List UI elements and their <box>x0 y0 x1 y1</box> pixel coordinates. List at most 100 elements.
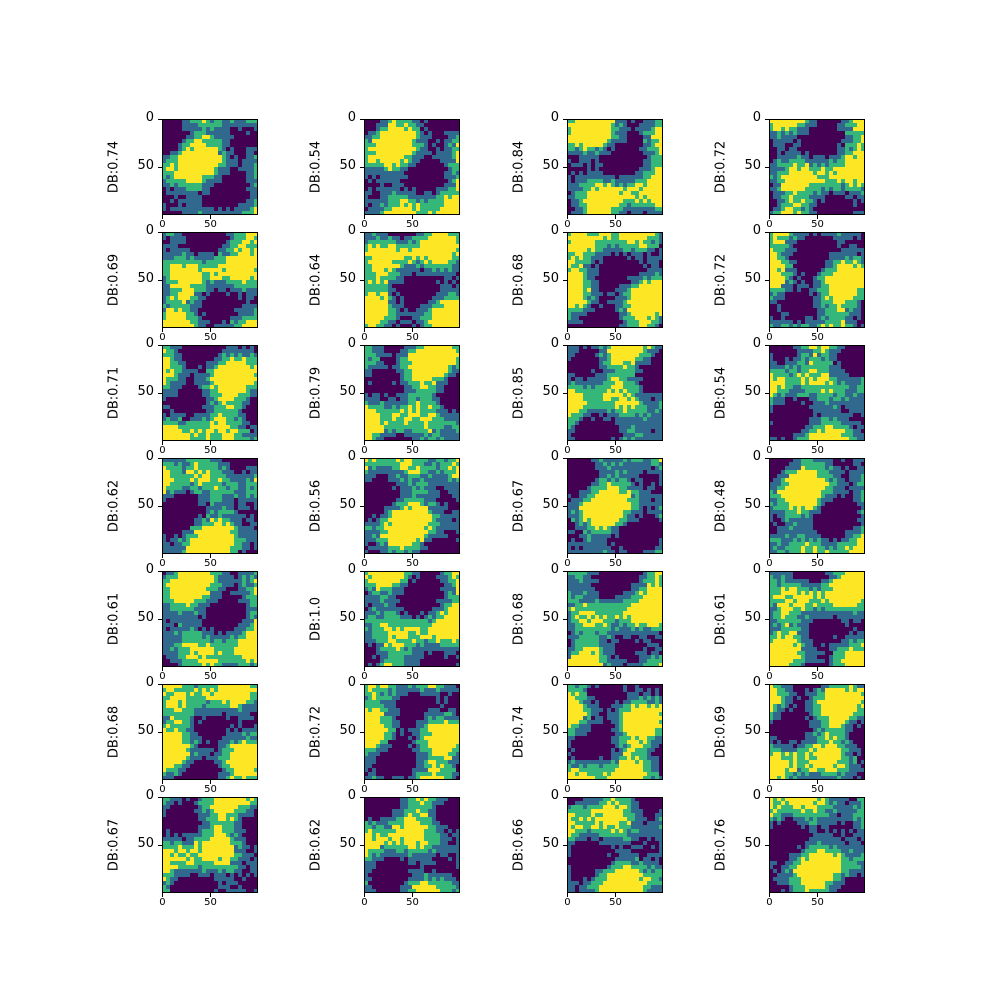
pixel-cell <box>384 320 389 325</box>
pixel-cell <box>194 349 199 354</box>
pixel-cell <box>420 207 425 212</box>
pixel-cell <box>424 244 429 249</box>
pixel-cell <box>250 135 255 140</box>
pixel-cell <box>777 131 782 136</box>
pixel-cell <box>825 123 830 128</box>
pixel-cell <box>396 260 401 265</box>
pixel-cell <box>432 276 437 281</box>
pixel-cell <box>452 268 457 273</box>
pixel-cell <box>364 187 369 192</box>
pixel-cell <box>861 260 865 265</box>
pixel-cell <box>254 276 258 281</box>
pixel-cell <box>769 244 774 249</box>
pixel-cell <box>599 236 604 241</box>
pixel-cell <box>452 167 457 172</box>
pixel-cell <box>222 264 227 269</box>
pixel-cell <box>615 139 620 144</box>
pixel-cell <box>162 127 167 132</box>
pixel-cell <box>206 280 211 285</box>
pixel-cell <box>635 292 640 297</box>
pixel-cell <box>611 147 616 152</box>
pixel-cell <box>372 207 377 212</box>
pixel-cell <box>643 203 648 208</box>
pixel-cell <box>639 260 644 265</box>
pixel-cell <box>845 300 850 305</box>
pixel-cell <box>242 147 247 152</box>
y-tick-label: 0 <box>752 223 761 239</box>
pixel-cell <box>202 135 207 140</box>
pixel-cell <box>603 155 608 160</box>
pixel-cell <box>186 381 191 386</box>
pixel-cell <box>603 312 608 317</box>
pixel-cell <box>238 139 243 144</box>
pixel-cell <box>376 312 381 317</box>
pixel-cell <box>166 252 171 257</box>
pixel-cell <box>416 163 421 168</box>
pixel-cell <box>416 304 421 309</box>
pixel-cell <box>194 324 199 328</box>
pixel-cell <box>773 280 778 285</box>
pixel-cell <box>857 260 862 265</box>
pixel-cell <box>777 264 782 269</box>
pixel-cell <box>635 199 640 204</box>
pixel-cell <box>242 131 247 136</box>
pixel-cell <box>210 147 215 152</box>
db-score-label: DB:0.68 <box>511 253 527 307</box>
pixel-cell <box>254 357 258 362</box>
pixel-cell <box>837 151 842 156</box>
pixel-cell <box>182 312 187 317</box>
pixel-cell <box>579 203 584 208</box>
pixel-cell <box>372 135 377 140</box>
pixel-cell <box>404 268 409 273</box>
pixel-cell <box>206 195 211 200</box>
pixel-cell <box>777 147 782 152</box>
pixel-cell <box>785 236 790 241</box>
pixel-cell <box>384 296 389 301</box>
x-tick-label: 50 <box>204 332 217 343</box>
pixel-cell <box>587 232 592 237</box>
pixel-cell <box>194 345 199 350</box>
pixel-cell <box>631 119 636 124</box>
pixel-cell <box>833 159 838 164</box>
pixel-cell <box>643 316 648 321</box>
pixel-cell <box>587 300 592 305</box>
pixel-cell <box>448 203 453 208</box>
pixel-cell <box>364 163 369 168</box>
pixel-cell <box>655 199 660 204</box>
pixel-cell <box>659 240 663 245</box>
pixel-cell <box>619 268 624 273</box>
pixel-cell <box>845 324 850 328</box>
pixel-cell <box>797 248 802 253</box>
pixel-cell <box>444 308 449 313</box>
pixel-cell <box>607 308 612 313</box>
pixel-cell <box>849 187 854 192</box>
pixel-cell <box>372 183 377 188</box>
pixel-cell <box>234 175 239 180</box>
pixel-cell <box>623 211 628 215</box>
pixel-cell <box>372 304 377 309</box>
pixel-cell <box>825 312 830 317</box>
pixel-cell <box>781 308 786 313</box>
pixel-cell <box>583 280 588 285</box>
pixel-cell <box>424 135 429 140</box>
pixel-cell <box>364 195 369 200</box>
pixel-cell <box>575 316 580 321</box>
y-tick-label: 50 <box>137 271 154 287</box>
pixel-cell <box>440 179 445 184</box>
pixel-cell <box>833 324 838 328</box>
pixel-cell <box>250 147 255 152</box>
pixel-cell <box>372 151 377 156</box>
pixel-cell <box>388 187 393 192</box>
pixel-cell <box>829 300 834 305</box>
pixel-cell <box>611 199 616 204</box>
pixel-cell <box>635 316 640 321</box>
pixel-cell <box>841 183 846 188</box>
pixel-cell <box>432 280 437 285</box>
pixel-cell <box>230 377 235 382</box>
pixel-cell <box>619 167 624 172</box>
pixel-cell <box>627 288 632 293</box>
pixel-cell <box>793 252 798 257</box>
pixel-cell <box>813 143 818 148</box>
pixel-cell <box>388 312 393 317</box>
